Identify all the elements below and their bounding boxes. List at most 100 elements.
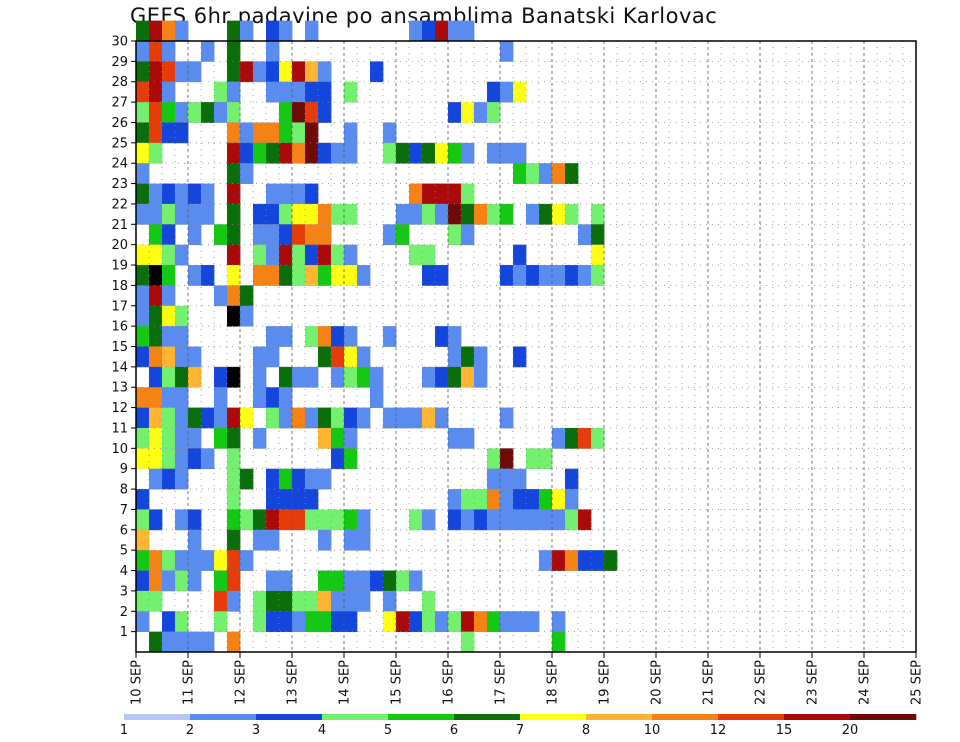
heatmap-cell [214, 611, 228, 633]
heatmap-cell [136, 183, 150, 205]
heatmap-cell [422, 509, 436, 531]
heatmap-cell [266, 183, 280, 205]
heatmap-cell [240, 468, 254, 490]
heatmap-cell [136, 387, 150, 408]
color-scale-swatch [784, 714, 851, 720]
heatmap-cell [461, 611, 475, 633]
heatmap-cell [305, 366, 319, 388]
heatmap-cell [149, 224, 163, 246]
heatmap-cell [240, 122, 254, 144]
heatmap-cell [136, 448, 150, 470]
x-tick-label: 18 SEP [546, 660, 561, 705]
y-tick-label: 6 [120, 523, 128, 538]
y-tick-label: 23 [111, 177, 128, 192]
heatmap-cell [513, 163, 527, 184]
heatmap-cell [279, 102, 293, 123]
heatmap-cell [435, 265, 449, 286]
heatmap-cell [227, 163, 241, 184]
heatmap-cell [487, 448, 501, 470]
x-tick-label: 21 SEP [702, 660, 717, 705]
heatmap-cell [318, 244, 332, 266]
heatmap-cell [331, 509, 345, 531]
heatmap-cell [552, 631, 566, 653]
heatmap-cell [474, 366, 488, 388]
heatmap-cell [409, 407, 423, 429]
heatmap-cell [136, 122, 150, 144]
heatmap-cell [435, 326, 449, 347]
heatmap-cell [578, 509, 592, 531]
heatmap-cell [214, 366, 228, 388]
heatmap-cell [279, 20, 293, 42]
heatmap-cell [526, 489, 540, 510]
y-tick-label: 27 [111, 96, 128, 111]
heatmap-cell [292, 81, 306, 103]
heatmap-cell [422, 366, 436, 388]
heatmap-cell [318, 81, 332, 103]
heatmap-cell [227, 407, 241, 429]
y-tick-label: 17 [111, 299, 128, 314]
heatmap-cell [422, 20, 436, 42]
heatmap-cell [227, 305, 241, 327]
heatmap-cell [396, 570, 410, 592]
heatmap-cell [253, 346, 267, 368]
heatmap-cell [240, 142, 254, 164]
heatmap-cell [344, 244, 358, 266]
heatmap-cell [422, 244, 436, 266]
y-tick-label: 21 [111, 218, 128, 233]
heatmap-cell [539, 448, 553, 470]
color-scale-swatch [388, 714, 455, 720]
heatmap-cell [318, 265, 332, 286]
heatmap-cell [162, 265, 176, 286]
heatmap-cell [487, 102, 501, 123]
heatmap-cell [422, 407, 436, 429]
y-tick-label: 12 [111, 401, 128, 416]
heatmap-cell [136, 611, 150, 633]
heatmap-cell [201, 102, 215, 123]
heatmap-cell [409, 611, 423, 633]
heatmap-cell [565, 489, 579, 510]
heatmap-cell [240, 61, 254, 83]
y-tick-label: 16 [111, 320, 128, 335]
heatmap-cell [162, 102, 176, 123]
x-tick-label: 16 SEP [442, 660, 457, 705]
heatmap-cell [162, 387, 176, 408]
heatmap-cell [565, 427, 579, 449]
heatmap-cell [175, 631, 189, 653]
heatmap-cell [435, 183, 449, 205]
heatmap-cell [591, 224, 605, 246]
heatmap-cell [188, 550, 202, 571]
heatmap-cell [344, 611, 358, 633]
heatmap-cell [175, 468, 189, 490]
heatmap-cell [526, 265, 540, 286]
heatmap-cell [266, 224, 280, 246]
heatmap-cell [214, 285, 228, 307]
color-scale-swatch [718, 714, 785, 720]
heatmap-cell [526, 203, 540, 225]
heatmap-cell [136, 41, 150, 62]
heatmap-cell [136, 102, 150, 123]
heatmap-cell [526, 509, 540, 531]
heatmap-cell [552, 265, 566, 286]
heatmap-cell [175, 550, 189, 571]
heatmap-cell [292, 509, 306, 531]
heatmap-cell [461, 203, 475, 225]
heatmap-cell [383, 407, 397, 429]
heatmap-cell [162, 285, 176, 307]
heatmap-cell [448, 203, 462, 225]
heatmap-cell [487, 509, 501, 531]
y-tick-label: 22 [111, 197, 128, 212]
heatmap-cell [513, 468, 527, 490]
heatmap-cell [162, 20, 176, 42]
heatmap-cell [487, 489, 501, 510]
heatmap-cell [136, 407, 150, 429]
heatmap-cell [136, 285, 150, 307]
heatmap-cell [175, 448, 189, 470]
heatmap-cell [474, 489, 488, 510]
color-scale-swatch [586, 714, 653, 720]
heatmap-cell [136, 203, 150, 225]
heatmap-cell [175, 570, 189, 592]
heatmap-cell [565, 163, 579, 184]
heatmap-cell [539, 509, 553, 531]
heatmap-cell [344, 407, 358, 429]
heatmap-cell [474, 509, 488, 531]
